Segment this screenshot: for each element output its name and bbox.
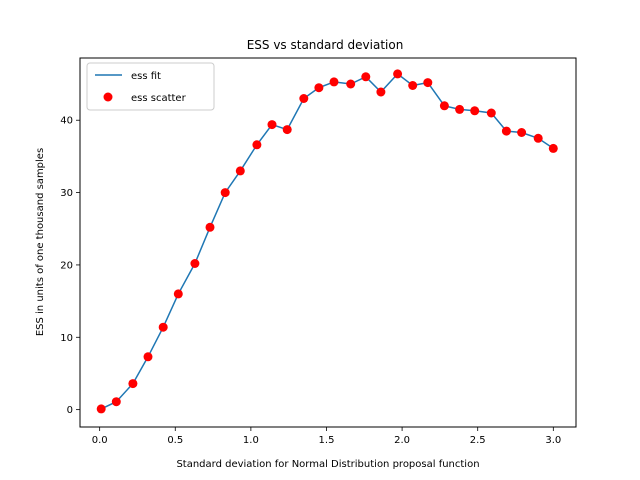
ess-scatter-point <box>267 120 277 130</box>
x-tick-label: 2.0 <box>394 435 410 446</box>
ess-scatter-point <box>252 140 262 150</box>
ess-scatter-point <box>96 404 106 414</box>
ess-scatter-point <box>143 352 153 362</box>
x-tick-label: 1.5 <box>319 435 335 446</box>
ess-scatter-point <box>408 81 418 90</box>
x-tick-label: 3.0 <box>545 435 561 446</box>
ess-scatter-point <box>220 188 230 198</box>
y-axis-label: ESS in units of one thousand samples <box>35 148 46 336</box>
ess-scatter-point <box>470 106 480 116</box>
ess-scatter-point <box>235 166 245 176</box>
x-tick-label: 0.5 <box>167 435 183 446</box>
x-axis-label: Standard deviation for Normal Distributi… <box>176 459 479 470</box>
ess-scatter-point <box>346 79 356 89</box>
ess-scatter-point <box>314 83 324 93</box>
ess-scatter-point <box>190 259 200 268</box>
chart-title: ESS vs standard deviation <box>247 38 404 52</box>
ess-scatter-point <box>361 72 371 82</box>
ess-scatter-point <box>376 87 386 97</box>
x-tick-label: 0.0 <box>92 435 108 446</box>
legend-label-fit: ess fit <box>131 71 161 82</box>
ess-scatter-point <box>486 108 496 118</box>
legend-scatter-swatch <box>103 92 113 102</box>
ess-scatter-point <box>329 77 339 87</box>
y-tick-label: 20 <box>60 260 73 271</box>
ess-scatter-point <box>501 126 511 136</box>
y-tick-label: 10 <box>60 333 73 344</box>
y-tick-label: 0 <box>67 405 73 416</box>
x-axis-ticks: 0.0 0.5 1.0 1.5 2.0 2.5 3.0 <box>92 427 561 446</box>
ess-scatter-point <box>548 143 558 153</box>
y-axis-ticks: 0 10 20 30 40 <box>60 116 80 416</box>
ess-scatter-point <box>393 69 403 79</box>
ess-scatter-point <box>205 222 215 232</box>
ess-scatter-point <box>439 101 449 111</box>
ess-scatter-point <box>158 322 168 332</box>
ess-scatter-point <box>111 397 121 407</box>
legend: ess fit ess scatter <box>86 62 215 111</box>
ess-scatter-point <box>299 94 309 103</box>
y-tick-label: 40 <box>60 116 73 127</box>
ess-scatter-point <box>455 104 465 114</box>
legend-label-scatter: ess scatter <box>131 93 187 104</box>
y-tick-label: 30 <box>60 188 73 199</box>
ess-scatter-point <box>517 128 527 137</box>
x-tick-label: 2.5 <box>470 435 486 446</box>
ess-fit-line <box>100 72 554 410</box>
x-tick-label: 1.0 <box>243 435 259 446</box>
ess-scatter-point <box>282 125 292 135</box>
axes-frame <box>79 57 577 428</box>
ess-scatter-point <box>423 78 433 88</box>
ess-scatter-point <box>533 133 543 143</box>
ess-scatter-point <box>128 379 138 389</box>
plot-area <box>96 69 558 414</box>
ess-scatter-point <box>173 289 183 299</box>
